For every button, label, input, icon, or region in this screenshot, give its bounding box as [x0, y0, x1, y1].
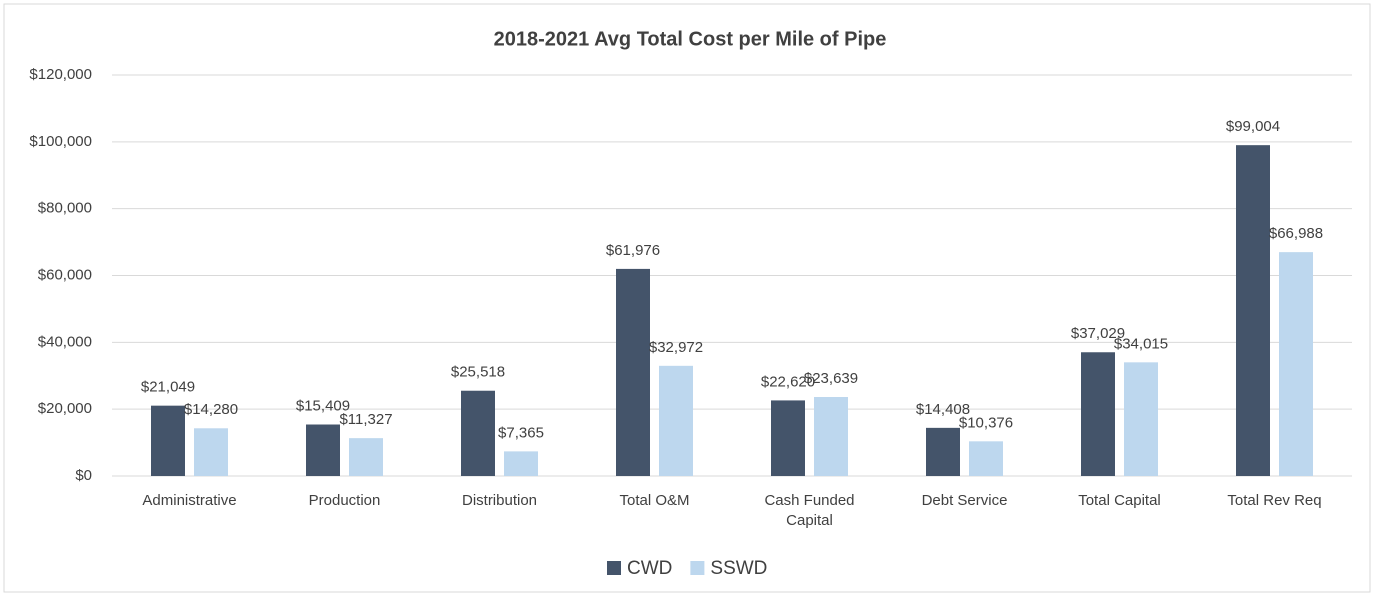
y-tick-label: $20,000: [38, 400, 92, 417]
data-label: $11,327: [339, 411, 392, 428]
data-label: $34,015: [1114, 335, 1168, 352]
bar: [504, 451, 538, 476]
y-tick-label: $0: [75, 467, 92, 484]
x-tick-label: Cash Funded Capital: [764, 492, 855, 529]
bar: [1124, 362, 1158, 476]
legend-swatch: [607, 561, 621, 575]
data-label: $14,280: [184, 401, 238, 418]
x-tick-label: Total O&M: [619, 492, 690, 509]
bar: [1279, 252, 1313, 476]
bar: [814, 397, 848, 476]
y-tick-label: $80,000: [38, 200, 92, 217]
y-tick-label: $120,000: [29, 66, 92, 83]
legend-swatch: [690, 561, 705, 575]
bar: [349, 438, 383, 476]
bar: [151, 405, 185, 476]
y-tick-label: $100,000: [29, 133, 92, 150]
chart-border: [3, 3, 1371, 593]
x-tick-label: Total Capital: [1078, 492, 1161, 509]
bar: [194, 428, 228, 476]
legend-label: CWD: [627, 558, 672, 579]
data-label: $25,518: [451, 364, 505, 381]
bar: [771, 400, 805, 476]
bar: [461, 390, 495, 476]
data-label: $15,409: [296, 397, 350, 414]
data-label: $14,408: [916, 401, 970, 418]
data-label: $10,376: [959, 414, 1013, 431]
x-tick-label: Distribution: [461, 492, 538, 509]
data-label: $7,365: [498, 424, 544, 441]
y-tick-label: $60,000: [38, 266, 92, 283]
bar: [969, 441, 1003, 476]
bar: [1236, 145, 1270, 477]
data-label: $37,029: [1071, 325, 1125, 342]
x-tick-label: Production: [308, 492, 381, 509]
data-label: $23,639: [804, 370, 858, 387]
bar: [1081, 352, 1115, 476]
data-label: $21,049: [141, 379, 195, 396]
bar: [616, 268, 650, 476]
legend-label: SSWD: [710, 558, 767, 579]
data-label: $61,976: [606, 242, 660, 259]
x-tick-label: Total Rev Req: [1227, 492, 1322, 509]
bar: [926, 427, 960, 476]
chart-title: 2018-2021 Avg Total Cost per Mile of Pip…: [494, 28, 887, 50]
data-label: $66,988: [1269, 225, 1323, 242]
data-label: $99,004: [1226, 118, 1280, 135]
bar: [659, 365, 693, 476]
y-tick-label: $40,000: [38, 333, 92, 350]
data-label: $22,620: [761, 373, 815, 390]
bar: [306, 424, 340, 476]
data-label: $32,972: [649, 339, 703, 356]
x-tick-label: Administrative: [142, 492, 237, 509]
x-tick-label: Debt Service: [921, 492, 1008, 509]
